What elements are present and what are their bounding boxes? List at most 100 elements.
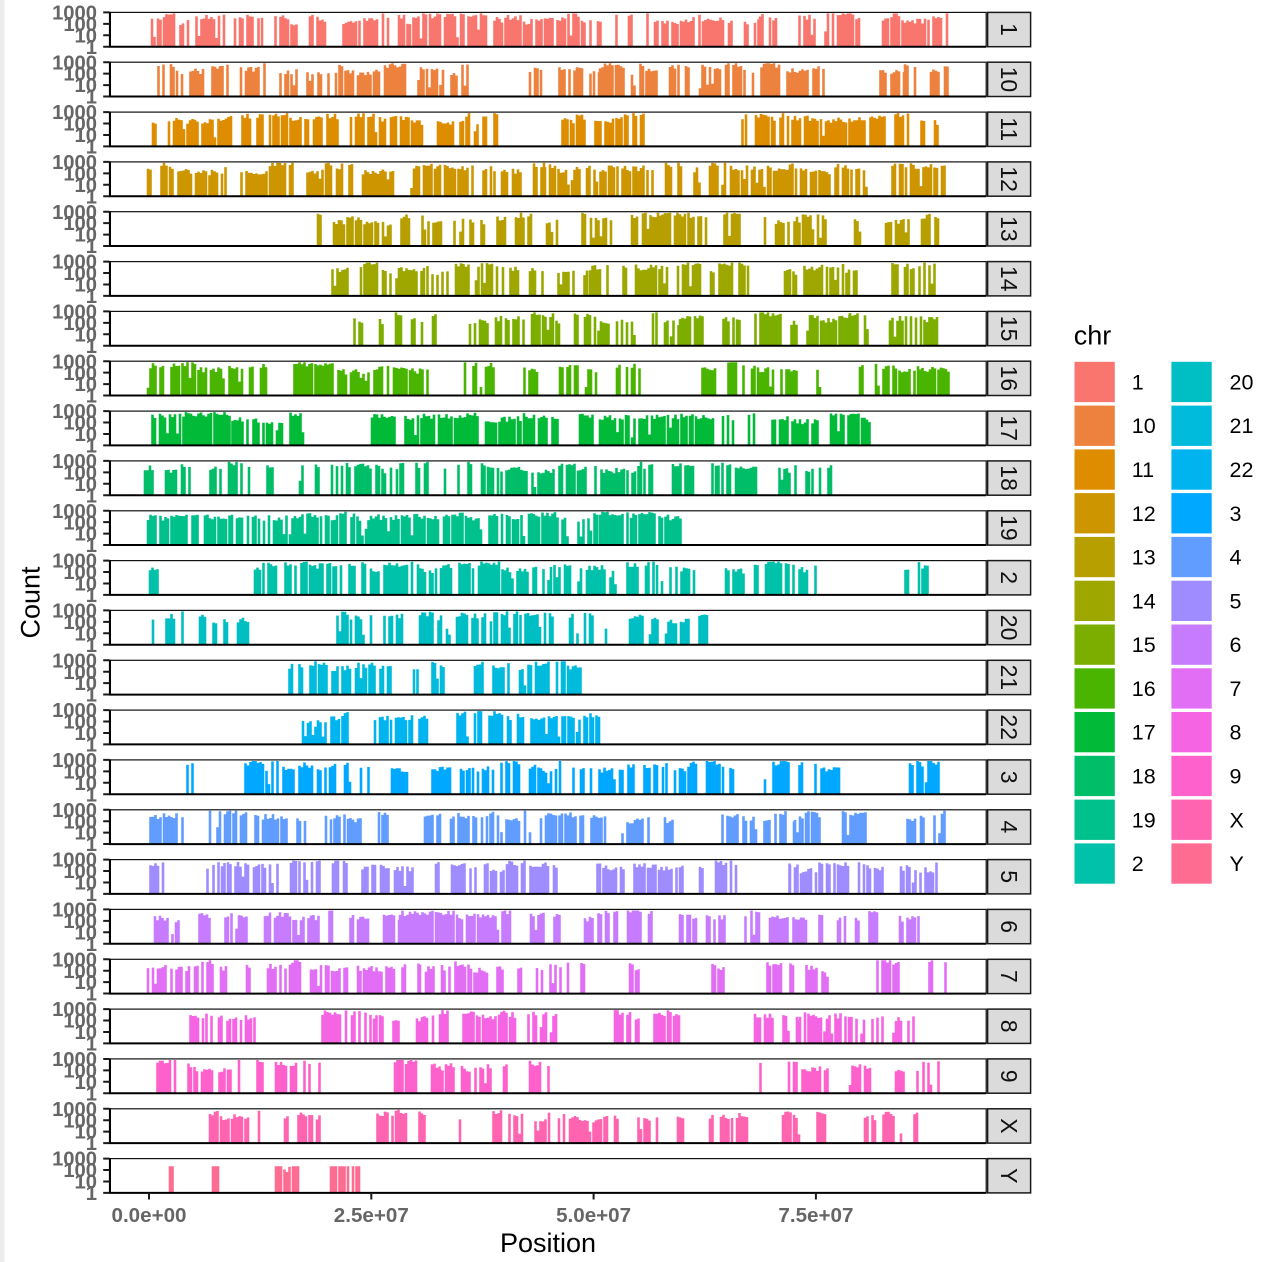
svg-text:100: 100 [63,562,97,584]
svg-text:10: 10 [75,574,97,596]
svg-text:7: 7 [1230,677,1242,701]
svg-text:8: 8 [1230,721,1242,745]
svg-text:1000: 1000 [52,1149,97,1171]
svg-text:1000: 1000 [52,2,97,24]
svg-text:1000: 1000 [52,401,97,423]
svg-text:1000: 1000 [52,551,97,573]
svg-text:100: 100 [63,413,97,435]
svg-text:18: 18 [1132,765,1156,789]
svg-text:1: 1 [86,984,97,1006]
svg-text:1: 1 [86,934,97,956]
svg-text:1000: 1000 [52,750,97,772]
svg-text:3: 3 [996,771,1022,784]
svg-text:X: X [1230,808,1244,832]
svg-text:5: 5 [1230,589,1242,613]
svg-text:100: 100 [63,1160,97,1182]
svg-text:10: 10 [1132,414,1156,438]
svg-text:10: 10 [75,972,97,994]
svg-text:100: 100 [63,662,97,684]
svg-text:100: 100 [63,712,97,734]
svg-text:1: 1 [86,734,97,756]
svg-text:10: 10 [75,623,97,645]
svg-text:1: 1 [86,1033,97,1055]
svg-text:1: 1 [86,635,97,657]
svg-text:2.5e+07: 2.5e+07 [334,1204,409,1227]
svg-text:13: 13 [1132,546,1156,570]
svg-text:1000: 1000 [52,152,97,174]
svg-text:1: 1 [86,37,97,59]
svg-text:20: 20 [996,615,1022,641]
svg-text:100: 100 [63,1110,97,1132]
svg-text:10: 10 [75,922,97,944]
svg-text:1: 1 [86,87,97,109]
svg-text:4: 4 [996,821,1022,834]
svg-text:1: 1 [86,435,97,457]
svg-text:10: 10 [75,1072,97,1094]
svg-text:1: 1 [86,1183,97,1205]
svg-text:Count: Count [16,566,46,639]
svg-text:14: 14 [996,266,1022,292]
svg-text:16: 16 [1132,677,1156,701]
svg-text:1000: 1000 [52,1099,97,1121]
svg-text:10: 10 [75,424,97,446]
svg-text:10: 10 [75,75,97,97]
svg-text:100: 100 [63,313,97,335]
svg-text:4: 4 [1230,546,1242,570]
svg-text:100: 100 [63,263,97,285]
svg-text:1000: 1000 [52,202,97,224]
svg-text:1000: 1000 [52,800,97,822]
svg-text:1000: 1000 [52,1049,97,1071]
svg-text:10: 10 [75,1122,97,1144]
svg-text:1: 1 [86,136,97,158]
svg-text:1: 1 [86,1133,97,1155]
svg-text:9: 9 [1230,765,1242,789]
svg-text:11: 11 [1132,458,1154,482]
svg-text:Y: Y [996,1168,1022,1183]
svg-text:12: 12 [996,166,1022,192]
svg-text:1000: 1000 [52,52,97,74]
svg-text:1000: 1000 [52,650,97,672]
svg-text:1: 1 [86,685,97,707]
svg-text:2: 2 [1132,852,1144,876]
svg-text:100: 100 [63,961,97,983]
svg-text:18: 18 [996,465,1022,491]
svg-text:10: 10 [75,474,97,496]
svg-text:10: 10 [75,275,97,297]
svg-text:100: 100 [63,612,97,634]
svg-text:10: 10 [75,324,97,346]
svg-text:1: 1 [1132,370,1144,394]
svg-text:10: 10 [75,823,97,845]
svg-text:7: 7 [996,970,1022,983]
svg-text:1: 1 [86,236,97,258]
svg-text:100: 100 [63,213,97,235]
svg-text:15: 15 [996,316,1022,342]
svg-text:1: 1 [86,386,97,408]
svg-text:12: 12 [1132,502,1156,526]
svg-text:100: 100 [63,14,97,36]
svg-text:22: 22 [996,714,1022,740]
svg-text:1: 1 [86,884,97,906]
svg-text:1000: 1000 [52,252,97,274]
svg-text:100: 100 [63,861,97,883]
svg-text:0.0e+00: 0.0e+00 [111,1204,186,1227]
svg-text:3: 3 [1230,502,1242,526]
svg-text:10: 10 [75,1022,97,1044]
svg-text:5.0e+07: 5.0e+07 [556,1204,631,1227]
svg-text:10: 10 [75,723,97,745]
svg-text:chr: chr [1074,321,1112,351]
svg-text:1: 1 [86,784,97,806]
svg-text:14: 14 [1132,589,1156,613]
svg-text:19: 19 [1132,808,1156,832]
svg-text:21: 21 [996,665,1022,691]
svg-text:1: 1 [86,286,97,308]
svg-text:8: 8 [996,1020,1022,1033]
svg-text:1000: 1000 [52,999,97,1021]
svg-text:100: 100 [63,512,97,534]
svg-text:21: 21 [1230,414,1254,438]
svg-text:Position: Position [500,1228,596,1258]
svg-text:Y: Y [1230,852,1244,876]
svg-text:13: 13 [996,216,1022,242]
svg-text:11: 11 [996,117,1022,141]
svg-text:100: 100 [63,114,97,136]
svg-text:10: 10 [75,225,97,247]
